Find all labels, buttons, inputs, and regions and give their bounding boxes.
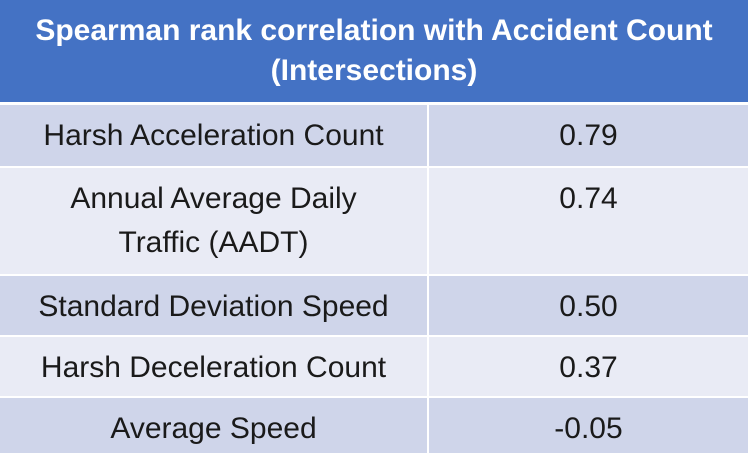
- value-cell: 0.74: [559, 182, 618, 215]
- table-row: Harsh Acceleration Count 0.79: [0, 105, 748, 168]
- table-row: Average Speed -0.05: [0, 398, 748, 453]
- table-row: Harsh Deceleration Count 0.37: [0, 337, 748, 398]
- metric-cell: Average Speed: [0, 398, 429, 453]
- table-row: Annual Average Daily Traffic (AADT) 0.74: [0, 168, 748, 276]
- value-cell: 0.37: [559, 351, 618, 384]
- value-cell: -0.05: [554, 412, 623, 445]
- metric-cell: Harsh Deceleration Count: [0, 337, 429, 396]
- table-title: Spearman rank correlation with Accident …: [0, 0, 748, 105]
- metric-cell: Standard Deviation Speed: [0, 276, 429, 335]
- value-cell: 0.79: [559, 119, 618, 152]
- metric-cell: Annual Average Daily Traffic (AADT): [0, 168, 429, 274]
- table-row: Standard Deviation Speed 0.50: [0, 276, 748, 337]
- value-cell: 0.50: [559, 290, 618, 323]
- metric-cell: Harsh Acceleration Count: [0, 105, 429, 166]
